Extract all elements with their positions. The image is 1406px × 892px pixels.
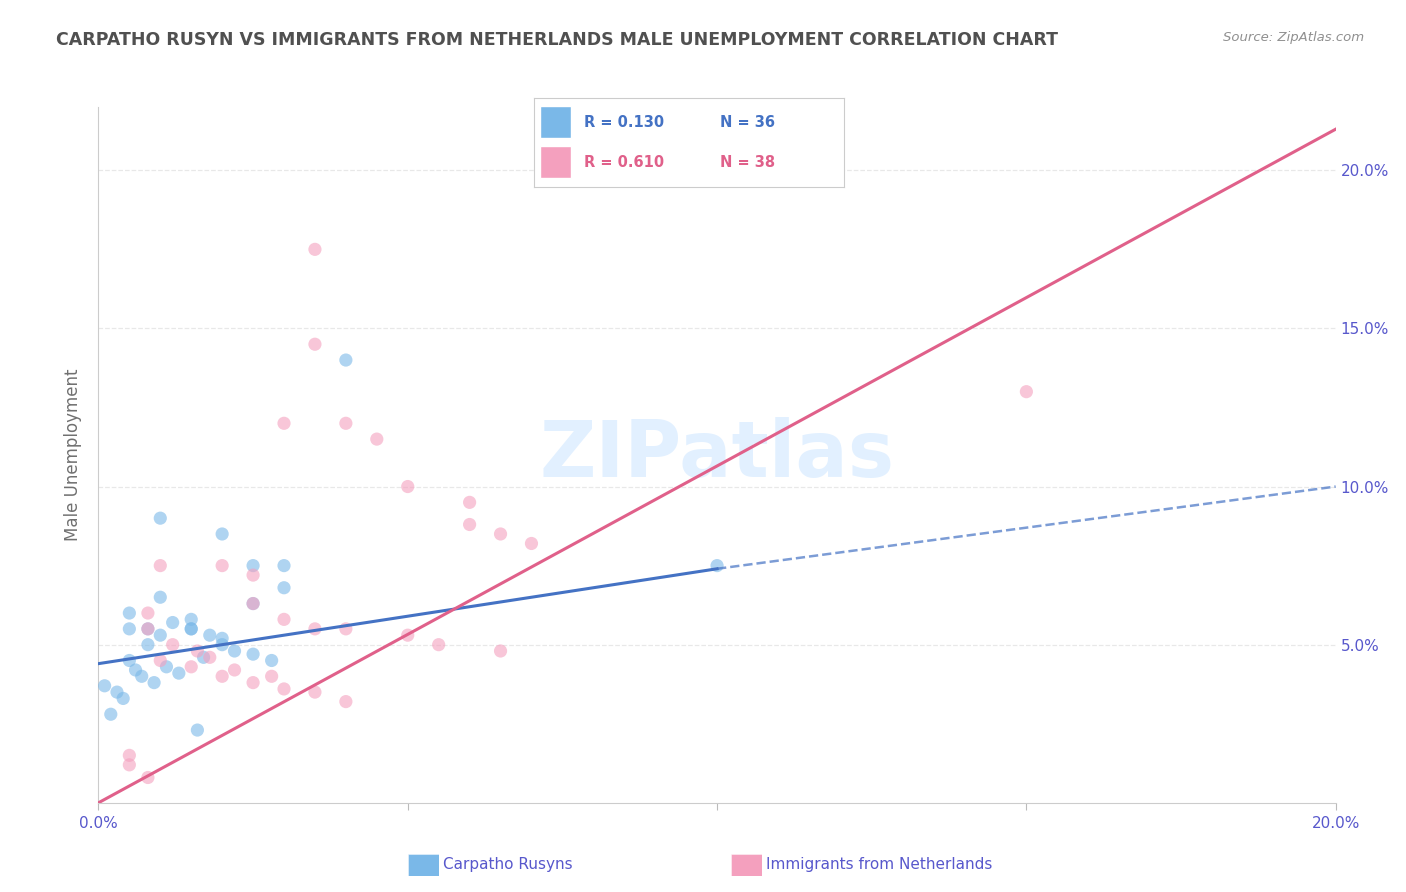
Text: Carpatho Rusyns: Carpatho Rusyns bbox=[443, 857, 572, 871]
Point bbox=[105, 685, 128, 699]
Point bbox=[198, 628, 221, 642]
Point bbox=[180, 622, 202, 636]
Point bbox=[149, 628, 172, 642]
Text: ZIPatlas: ZIPatlas bbox=[540, 417, 894, 493]
Point bbox=[273, 581, 295, 595]
Point bbox=[149, 591, 172, 605]
Point bbox=[180, 622, 202, 636]
Point bbox=[396, 479, 419, 493]
Point bbox=[706, 558, 728, 573]
Point bbox=[167, 666, 190, 681]
Point bbox=[193, 650, 215, 665]
Point bbox=[162, 615, 184, 630]
Point bbox=[304, 622, 326, 636]
Point bbox=[427, 638, 450, 652]
Point bbox=[136, 638, 159, 652]
Point bbox=[118, 622, 141, 636]
Point bbox=[304, 243, 326, 257]
Point bbox=[211, 669, 233, 683]
Text: R = 0.130: R = 0.130 bbox=[583, 115, 664, 129]
Point bbox=[335, 353, 357, 368]
Point bbox=[162, 638, 184, 652]
Point bbox=[211, 527, 233, 541]
Point bbox=[224, 644, 246, 658]
Point bbox=[335, 417, 357, 431]
FancyBboxPatch shape bbox=[540, 106, 571, 138]
Point bbox=[224, 663, 246, 677]
Point bbox=[273, 612, 295, 626]
Point bbox=[143, 675, 166, 690]
Point bbox=[149, 511, 172, 525]
Point bbox=[136, 771, 159, 785]
Point bbox=[1015, 384, 1038, 399]
Point bbox=[198, 650, 221, 665]
Point bbox=[155, 660, 177, 674]
Point bbox=[242, 597, 264, 611]
Point bbox=[242, 647, 264, 661]
Point bbox=[458, 517, 481, 532]
Text: 20.0%: 20.0% bbox=[1312, 816, 1360, 830]
Point bbox=[93, 679, 115, 693]
FancyBboxPatch shape bbox=[540, 146, 571, 178]
Point bbox=[211, 638, 233, 652]
Point bbox=[131, 669, 153, 683]
Point bbox=[149, 653, 172, 667]
Point bbox=[489, 644, 512, 658]
Point bbox=[180, 660, 202, 674]
Point bbox=[273, 558, 295, 573]
Point bbox=[458, 495, 481, 509]
Point bbox=[180, 612, 202, 626]
Point bbox=[304, 337, 326, 351]
Point bbox=[366, 432, 388, 446]
Point bbox=[124, 663, 146, 677]
Text: N = 38: N = 38 bbox=[720, 155, 775, 169]
Text: Source: ZipAtlas.com: Source: ZipAtlas.com bbox=[1223, 31, 1364, 45]
Point bbox=[335, 695, 357, 709]
Point bbox=[118, 606, 141, 620]
Point bbox=[273, 681, 295, 696]
Text: Immigrants from Netherlands: Immigrants from Netherlands bbox=[766, 857, 993, 871]
Point bbox=[260, 653, 283, 667]
Point bbox=[112, 691, 135, 706]
Point bbox=[136, 622, 159, 636]
Text: CARPATHO RUSYN VS IMMIGRANTS FROM NETHERLANDS MALE UNEMPLOYMENT CORRELATION CHAR: CARPATHO RUSYN VS IMMIGRANTS FROM NETHER… bbox=[56, 31, 1059, 49]
Text: 0.0%: 0.0% bbox=[79, 816, 118, 830]
Point bbox=[136, 606, 159, 620]
Point bbox=[100, 707, 122, 722]
Point bbox=[118, 748, 141, 763]
Point bbox=[242, 675, 264, 690]
Point bbox=[136, 622, 159, 636]
Point bbox=[396, 628, 419, 642]
Text: R = 0.610: R = 0.610 bbox=[583, 155, 664, 169]
Point bbox=[242, 568, 264, 582]
Point bbox=[211, 632, 233, 646]
Point bbox=[242, 597, 264, 611]
Point bbox=[149, 558, 172, 573]
Point bbox=[186, 644, 208, 658]
Point bbox=[211, 558, 233, 573]
Point bbox=[118, 757, 141, 772]
Point bbox=[242, 558, 264, 573]
Point bbox=[304, 685, 326, 699]
Point bbox=[489, 527, 512, 541]
Point bbox=[186, 723, 208, 737]
Point bbox=[335, 622, 357, 636]
Y-axis label: Male Unemployment: Male Unemployment bbox=[65, 368, 83, 541]
Point bbox=[273, 417, 295, 431]
Point bbox=[520, 536, 543, 550]
Point bbox=[118, 653, 141, 667]
Text: N = 36: N = 36 bbox=[720, 115, 775, 129]
Point bbox=[260, 669, 283, 683]
